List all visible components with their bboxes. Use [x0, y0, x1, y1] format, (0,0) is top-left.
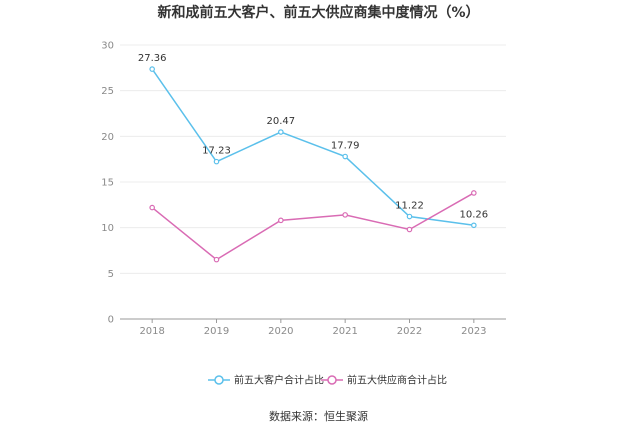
data-point [278, 217, 284, 224]
data-label: 11.22 [395, 201, 424, 212]
y-tick-label: 0 [108, 315, 114, 326]
series-layer [149, 66, 477, 263]
legend: 前五大客户合计占比 前五大供应商合计占比 [208, 374, 447, 387]
x-tick-label: 2019 [204, 326, 229, 337]
data-point [342, 212, 348, 218]
legend-marker-1 [214, 375, 224, 385]
data-label: 27.36 [138, 53, 167, 64]
label-layer: 27.36 17.23 20.47 17.79 11.22 10.26 [138, 53, 488, 220]
y-tick-label: 20 [101, 132, 114, 143]
data-point [149, 66, 155, 72]
series-line-2 [151, 192, 475, 261]
data-point [149, 204, 155, 211]
y-tick-label: 15 [101, 178, 114, 189]
legend-label-2: 前五大供应商合计占比 [347, 374, 447, 387]
data-point [471, 222, 477, 229]
y-tick-label: 30 [101, 41, 114, 52]
x-tick-label: 2021 [332, 326, 357, 337]
data-point [278, 129, 284, 135]
data-label: 20.47 [267, 116, 296, 127]
grid-layer [120, 44, 506, 274]
y-tick-label: 5 [108, 269, 114, 280]
data-point [406, 213, 413, 220]
y-tick-label: 10 [101, 223, 114, 234]
data-point [342, 153, 348, 160]
data-label: 17.79 [331, 141, 360, 152]
data-point [471, 190, 477, 196]
data-source: 数据来源：恒生聚源 [269, 410, 368, 423]
data-point [213, 256, 220, 263]
x-tick-label: 2022 [397, 326, 422, 337]
series-line-1 [151, 68, 474, 227]
y-tick-label: 25 [101, 86, 114, 97]
data-point [406, 226, 413, 233]
x-tick-label: 2020 [268, 326, 293, 337]
legend-marker-2 [327, 375, 337, 385]
axis-layer: 0 5 10 15 20 25 30 2018 2019 2020 2021 2022 2023 [101, 41, 506, 337]
legend-label-1: 前五大客户合计占比 [234, 374, 324, 387]
data-label: 10.26 [460, 209, 489, 220]
x-tick-label: 2018 [139, 326, 164, 337]
x-tick-label: 2023 [461, 326, 486, 337]
data-point [213, 158, 220, 165]
data-label: 17.23 [202, 146, 231, 157]
chart-title: 新和成前五大客户、前五大供应商集中度情况（%） [157, 5, 480, 21]
